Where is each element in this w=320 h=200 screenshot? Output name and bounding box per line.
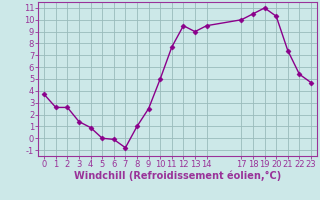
X-axis label: Windchill (Refroidissement éolien,°C): Windchill (Refroidissement éolien,°C) [74, 171, 281, 181]
